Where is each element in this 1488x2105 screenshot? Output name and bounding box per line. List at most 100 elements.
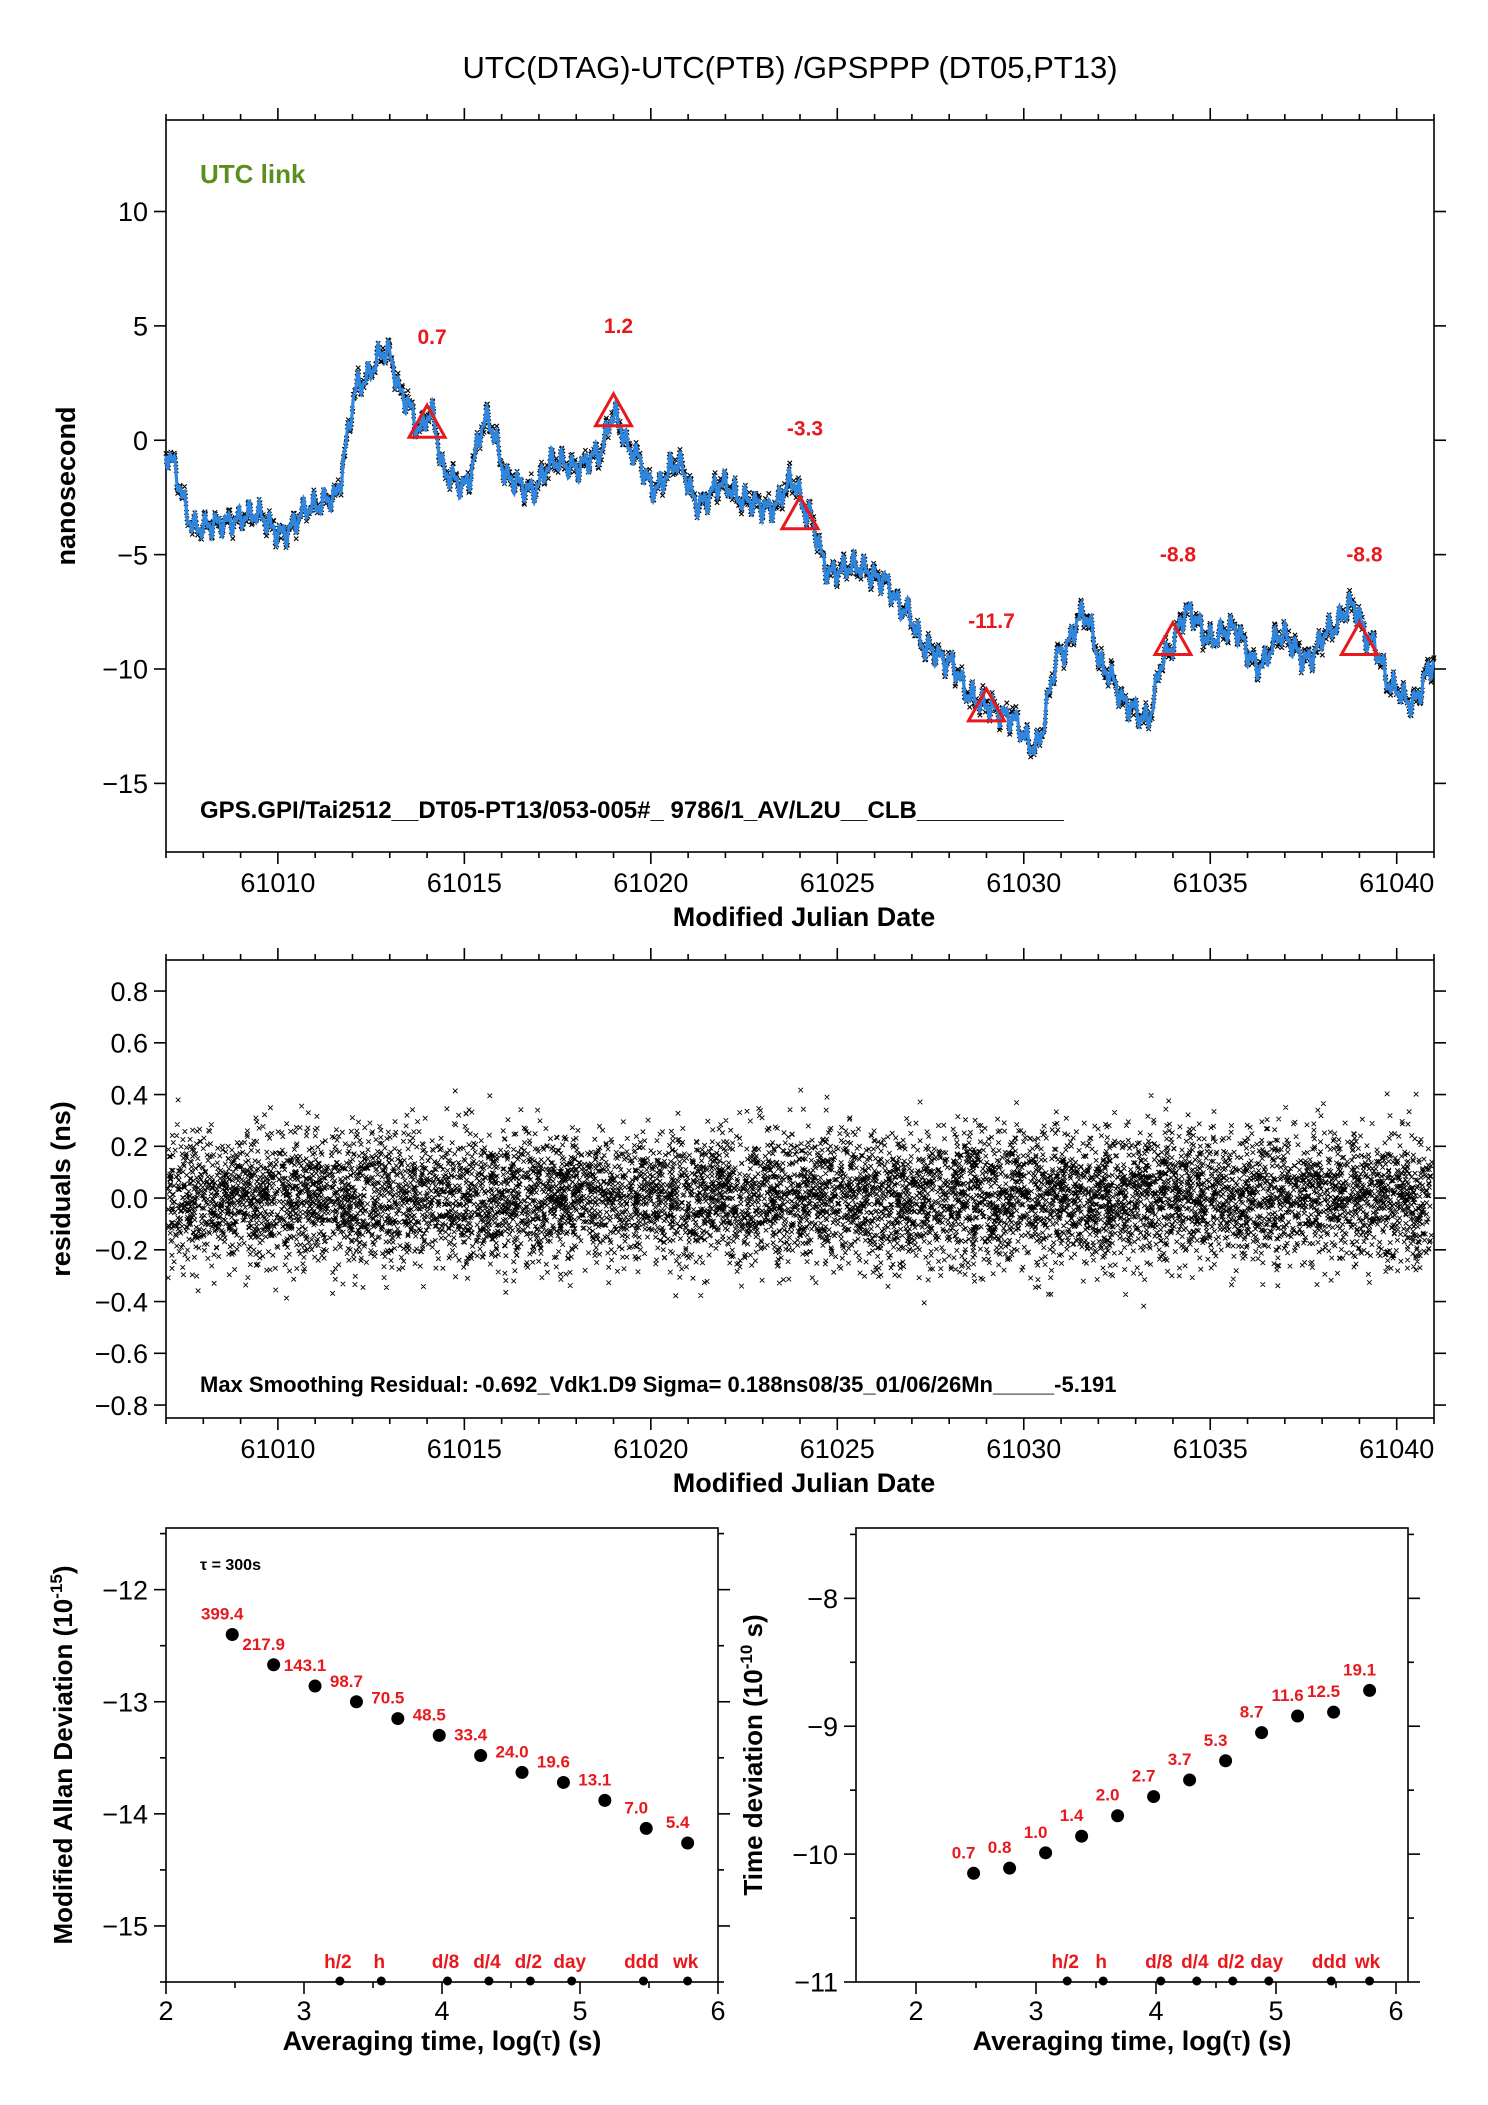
bl-point-label: 7.0 [624, 1798, 648, 1817]
top-xtick-label: 61010 [240, 868, 315, 898]
top-y-axis-label: nanosecond [51, 406, 81, 565]
mid-xtick-label: 61025 [800, 1434, 875, 1464]
top-xtick-label: 61020 [613, 868, 688, 898]
br-data-point [1003, 1861, 1017, 1875]
top-marker-triangle [1338, 619, 1380, 657]
mid-panel-frame [165, 959, 1435, 1419]
top-marker-label: -8.8 [1346, 544, 1383, 567]
br-ytick-label: −11 [794, 1968, 838, 1998]
br-ytick-label: −8 [807, 1584, 838, 1614]
bl-point-label: 217.9 [242, 1635, 285, 1654]
bl-point-label: 143.1 [284, 1656, 327, 1675]
top-smoothed-line [164, 338, 1436, 757]
mid-xtick-label: 61035 [1173, 1434, 1248, 1464]
top-annotation: GPS.GPI/Tai2512__DT05-PT13/053-005#_ 978… [200, 797, 1064, 824]
bl-point-label: 70.5 [371, 1689, 404, 1708]
mid-y-axis-label: residuals (ns) [46, 1101, 76, 1277]
bl-point-label: 48.5 [413, 1705, 446, 1724]
bl-data-point [639, 1821, 653, 1835]
bl-ytick-label: −12 [102, 1575, 148, 1605]
bl-interval-mark [525, 1976, 535, 1986]
mid-xtick-label: 61040 [1359, 1434, 1434, 1464]
bl-interval-mark [484, 1976, 494, 1986]
mid-ytick-label: −0.2 [95, 1236, 148, 1266]
br-data-point [1291, 1709, 1305, 1723]
top-marker-triangle [1152, 619, 1194, 657]
bl-ytick-label: −13 [102, 1687, 148, 1717]
bl-x-axis-label-main: Averaging time, log( [283, 2026, 542, 2056]
br-xtick-label: 3 [1028, 1996, 1043, 2026]
top-x-axis-label: Modified Julian Date [673, 902, 936, 932]
br-data-point [1255, 1726, 1269, 1740]
br-interval-label: day [1250, 1952, 1283, 1973]
br-panel-frame [855, 1527, 1409, 1983]
mid-annotation: Max Smoothing Residual: -0.692_Vdk1.D9 S… [200, 1372, 1117, 1397]
bl-panel-frame [165, 1527, 719, 1983]
mid-ytick-label: −0.4 [95, 1287, 148, 1317]
br-point-label: 5.3 [1204, 1731, 1228, 1750]
bl-data-point [681, 1836, 695, 1850]
br-x-axis-label-tau: τ [1231, 2026, 1242, 2056]
bl-interval-mark [376, 1976, 386, 1986]
bl-interval-mark [638, 1976, 648, 1986]
br-data-point [1075, 1829, 1089, 1843]
br-y-axis-label: Time deviation (10-10 s) [737, 1614, 768, 1895]
br-data-point [1111, 1809, 1125, 1823]
br-interval-mark [1264, 1976, 1274, 1986]
top-xtick-label: 61030 [986, 868, 1061, 898]
br-point-label: 2.7 [1132, 1767, 1156, 1786]
panel-time-deviation: 2 3 4 5 6 −8 −9 −10 −11 0.7 0.8 1.0 1.4 2.0 2.7 3.7 5.3 8… [737, 1527, 1420, 2056]
mid-ytick-label: 0.8 [110, 977, 148, 1007]
panel-modified-allan-deviation: 2 3 4 5 6 −12 −13 −14 −15 399.4 217.9 143.198.7 70.5… [47, 1527, 730, 2056]
bl-x-axis-label-close: ) (s) [552, 2026, 602, 2056]
br-interval-label: h [1095, 1952, 1107, 1973]
bl-ytick-label: −15 [102, 1912, 148, 1942]
bl-x-axis-label-tau: τ [541, 2026, 552, 2056]
br-interval-label: d/8 [1145, 1952, 1172, 1973]
bl-ytick-label: −14 [102, 1800, 148, 1830]
bl-interval-mark [443, 1976, 453, 1986]
top-marker-triangle [965, 685, 1008, 723]
br-interval-mark [1156, 1976, 1166, 1986]
panel-residuals: 61010 61015 61020 61025 61030 61035 61040 0.8 0.… [46, 948, 1446, 1498]
br-point-label: 2.0 [1096, 1786, 1120, 1805]
bl-point-label: 24.0 [495, 1742, 528, 1761]
br-xtick-label: 6 [1388, 1996, 1403, 2026]
bl-data-point [349, 1695, 363, 1709]
top-ytick-label: −15 [102, 769, 148, 799]
br-point-label: 0.8 [988, 1838, 1012, 1857]
br-point-label: 19.1 [1343, 1660, 1376, 1679]
br-data-point [1363, 1683, 1377, 1697]
br-interval-label: wk [1354, 1952, 1381, 1973]
br-point-label: 1.4 [1060, 1806, 1084, 1825]
br-interval-mark [1365, 1976, 1375, 1986]
br-data-point [1219, 1754, 1233, 1768]
mid-ytick-label: −0.8 [95, 1391, 148, 1421]
bl-interval-label: ddd [624, 1952, 659, 1973]
top-marker-label: -3.3 [787, 418, 823, 441]
top-xtick-label: 61015 [427, 868, 502, 898]
bl-xtick-label: 5 [572, 1996, 587, 2026]
br-interval-mark [1098, 1976, 1108, 1986]
bl-interval-label: d/8 [432, 1952, 459, 1973]
bl-y-axis-label-exp: -15 [47, 1574, 66, 1599]
mid-xtick-label: 61010 [240, 1434, 315, 1464]
bl-xtick-label: 4 [434, 1996, 449, 2026]
mid-x-axis-label: Modified Julian Date [673, 1468, 936, 1498]
mid-residual-points [165, 1087, 1435, 1309]
br-y-axis-label-main: Time deviation (10 [738, 1669, 768, 1895]
br-point-label: 1.0 [1024, 1823, 1048, 1842]
bl-interval-label: d/2 [515, 1952, 542, 1973]
mid-ytick-label: 0.0 [110, 1184, 148, 1214]
bl-data-point [598, 1793, 612, 1807]
br-ytick-label: −9 [807, 1712, 838, 1742]
top-marker-label: -8.8 [1160, 544, 1197, 567]
br-interval-mark [1326, 1976, 1336, 1986]
br-x-axis-label-main: Averaging time, log( [973, 2026, 1232, 2056]
top-marker-triangle [406, 402, 448, 439]
br-data-point [1147, 1790, 1161, 1804]
br-interval-mark [1062, 1976, 1072, 1986]
bl-legend: τ = 300s [200, 1557, 261, 1574]
bl-data-point [515, 1765, 529, 1779]
